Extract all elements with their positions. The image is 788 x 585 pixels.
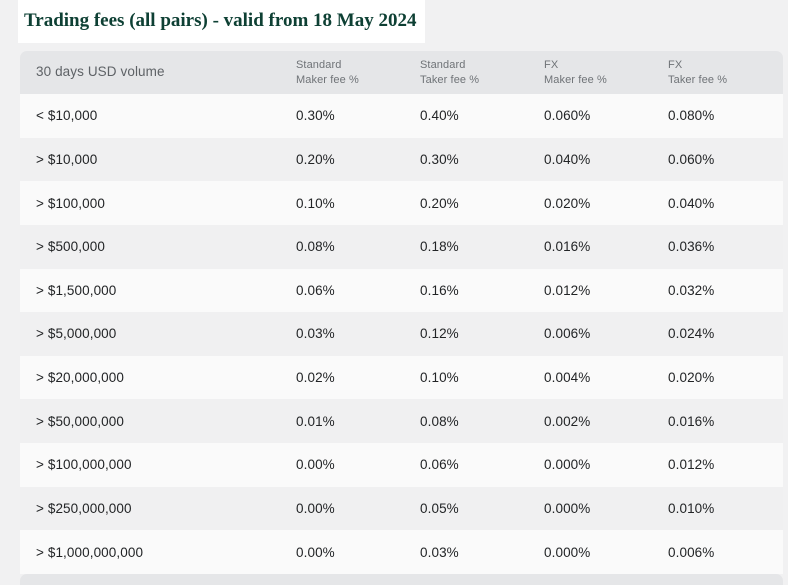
fx-maker-fee-cell: 0.040% [544, 151, 591, 167]
table-row: > $10,000 0.20% 0.30% 0.040% 0.060% [20, 137, 783, 182]
volume-cell: < $10,000 [36, 108, 98, 124]
trading-fees-table: 30 days USD volume Standard Maker fee % … [20, 51, 783, 574]
fx-maker-fee-cell: 0.000% [544, 500, 591, 516]
table-row: > $1,500,000 0.06% 0.16% 0.012% 0.032% [20, 268, 783, 313]
standard-maker-fee-cell: 0.00% [296, 500, 335, 516]
volume-cell: > $50,000,000 [36, 413, 125, 429]
standard-taker-fee-cell: 0.20% [420, 195, 459, 211]
fx-taker-fee-cell: 0.036% [668, 239, 715, 255]
fx-taker-fee-cell: 0.020% [668, 370, 715, 386]
page-title: Trading fees (all pairs) - valid from 18… [24, 10, 417, 31]
fx-taker-fee-cell: 0.032% [668, 282, 715, 298]
standard-taker-fee-cell: 0.18% [420, 239, 459, 255]
volume-cell: > $250,000,000 [36, 500, 132, 516]
table-row: > $100,000,000 0.00% 0.06% 0.000% 0.012% [20, 443, 783, 487]
volume-cell: > $500,000 [36, 239, 105, 255]
volume-cell: > $10,000 [36, 151, 98, 167]
standard-maker-fee-cell: 0.01% [296, 413, 335, 429]
fx-taker-fee-cell: 0.016% [668, 413, 715, 429]
fx-maker-fee-cell: 0.016% [544, 239, 591, 255]
table-row: < $10,000 0.30% 0.40% 0.060% 0.080% [20, 94, 783, 138]
standard-maker-fee-cell: 0.00% [296, 457, 335, 473]
column-header-fx-maker: FX Maker fee % [544, 58, 607, 86]
fx-taker-fee-cell: 0.006% [668, 544, 715, 560]
fx-maker-fee-cell: 0.006% [544, 326, 591, 342]
table-row: > $50,000,000 0.01% 0.08% 0.002% 0.016% [20, 399, 783, 443]
volume-cell: > $5,000,000 [36, 326, 117, 342]
next-table-header-partial [20, 573, 783, 585]
standard-maker-fee-cell: 0.10% [296, 195, 335, 211]
fx-taker-fee-cell: 0.024% [668, 326, 715, 342]
standard-taker-fee-cell: 0.05% [420, 500, 459, 516]
column-header-standard-taker: Standard Taker fee % [420, 58, 480, 86]
volume-cell: > $100,000 [36, 195, 105, 211]
table-row: > $5,000,000 0.03% 0.12% 0.006% 0.024% [20, 312, 783, 356]
standard-taker-fee-cell: 0.30% [420, 151, 459, 167]
standard-maker-fee-cell: 0.20% [296, 151, 335, 167]
fx-taker-fee-cell: 0.060% [668, 151, 715, 167]
standard-maker-fee-cell: 0.02% [296, 370, 335, 386]
volume-cell: > $1,000,000,000 [36, 544, 144, 560]
fx-taker-fee-cell: 0.012% [668, 457, 715, 473]
table-header-row: 30 days USD volume Standard Maker fee % … [20, 51, 783, 94]
table-row: > $250,000,000 0.00% 0.05% 0.000% 0.010% [20, 486, 783, 531]
standard-maker-fee-cell: 0.06% [296, 282, 335, 298]
fx-taker-fee-cell: 0.080% [668, 108, 715, 124]
column-header-standard-maker: Standard Maker fee % [296, 58, 359, 86]
fx-taker-fee-cell: 0.040% [668, 195, 715, 211]
fx-maker-fee-cell: 0.004% [544, 370, 591, 386]
standard-maker-fee-cell: 0.03% [296, 326, 335, 342]
fx-taker-fee-cell: 0.010% [668, 500, 715, 516]
table-row: > $500,000 0.08% 0.18% 0.016% 0.036% [20, 224, 783, 269]
table-row: > $20,000,000 0.02% 0.10% 0.004% 0.020% [20, 355, 783, 400]
volume-cell: > $1,500,000 [36, 282, 117, 298]
page-title-box: Trading fees (all pairs) - valid from 18… [18, 0, 426, 43]
standard-taker-fee-cell: 0.40% [420, 108, 459, 124]
fx-maker-fee-cell: 0.002% [544, 413, 591, 429]
standard-taker-fee-cell: 0.16% [420, 282, 459, 298]
column-header-volume: 30 days USD volume [36, 64, 165, 80]
standard-maker-fee-cell: 0.30% [296, 108, 335, 124]
standard-maker-fee-cell: 0.08% [296, 239, 335, 255]
table-row: > $100,000 0.10% 0.20% 0.020% 0.040% [20, 181, 783, 225]
fx-maker-fee-cell: 0.020% [544, 195, 591, 211]
table-body: < $10,000 0.30% 0.40% 0.060% 0.080% > $10,000… [20, 94, 783, 574]
standard-taker-fee-cell: 0.08% [420, 413, 459, 429]
table-row: > $1,000,000,000 0.00% 0.03% 0.000% 0.006% [20, 530, 783, 574]
volume-cell: > $100,000,000 [36, 457, 132, 473]
volume-cell: > $20,000,000 [36, 370, 125, 386]
standard-taker-fee-cell: 0.12% [420, 326, 459, 342]
standard-taker-fee-cell: 0.10% [420, 370, 459, 386]
fx-maker-fee-cell: 0.000% [544, 544, 591, 560]
fx-maker-fee-cell: 0.012% [544, 282, 591, 298]
fx-maker-fee-cell: 0.060% [544, 108, 591, 124]
standard-taker-fee-cell: 0.03% [420, 544, 459, 560]
standard-taker-fee-cell: 0.06% [420, 457, 459, 473]
standard-maker-fee-cell: 0.00% [296, 544, 335, 560]
fx-maker-fee-cell: 0.000% [544, 457, 591, 473]
column-header-fx-taker: FX Taker fee % [668, 58, 728, 86]
